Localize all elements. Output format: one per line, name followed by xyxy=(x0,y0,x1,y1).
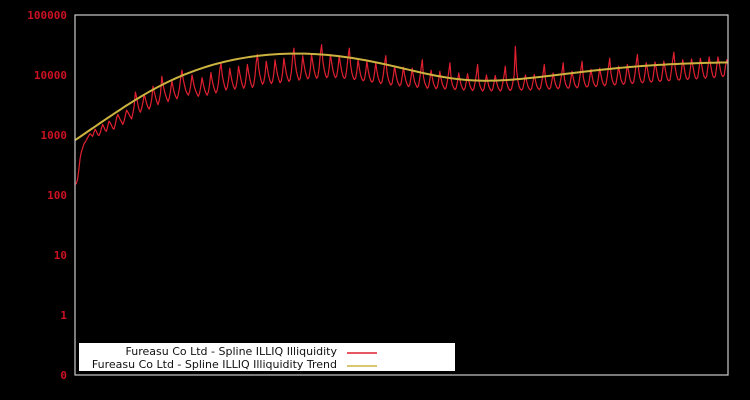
legend-label-1: Fureasu Co Ltd - Spline ILLIQ Illiquidit… xyxy=(92,358,337,371)
y-axis-tick-1: 1 xyxy=(60,309,67,322)
series-line-illiquidity-trend xyxy=(75,52,728,142)
chart-series-group xyxy=(75,44,728,186)
y-axis-tick-0: 0 xyxy=(60,369,67,382)
series-line-illiquidity xyxy=(75,44,728,186)
y-axis-tick-1000: 1000 xyxy=(41,129,68,142)
chart-legend[interactable]: Fureasu Co Ltd - Spline ILLIQ Illiquidit… xyxy=(79,343,455,371)
legend-background xyxy=(79,343,455,371)
plot-frame xyxy=(74,14,729,376)
y-axis-tick-100000: 100000 xyxy=(27,9,67,22)
y-axis-tick-100: 100 xyxy=(47,189,67,202)
legend-label-0: Fureasu Co Ltd - Spline ILLIQ Illiquidit… xyxy=(126,345,338,358)
y-axis-tick-10000: 10000 xyxy=(34,69,67,82)
y-axis-tick-10: 10 xyxy=(54,249,67,262)
